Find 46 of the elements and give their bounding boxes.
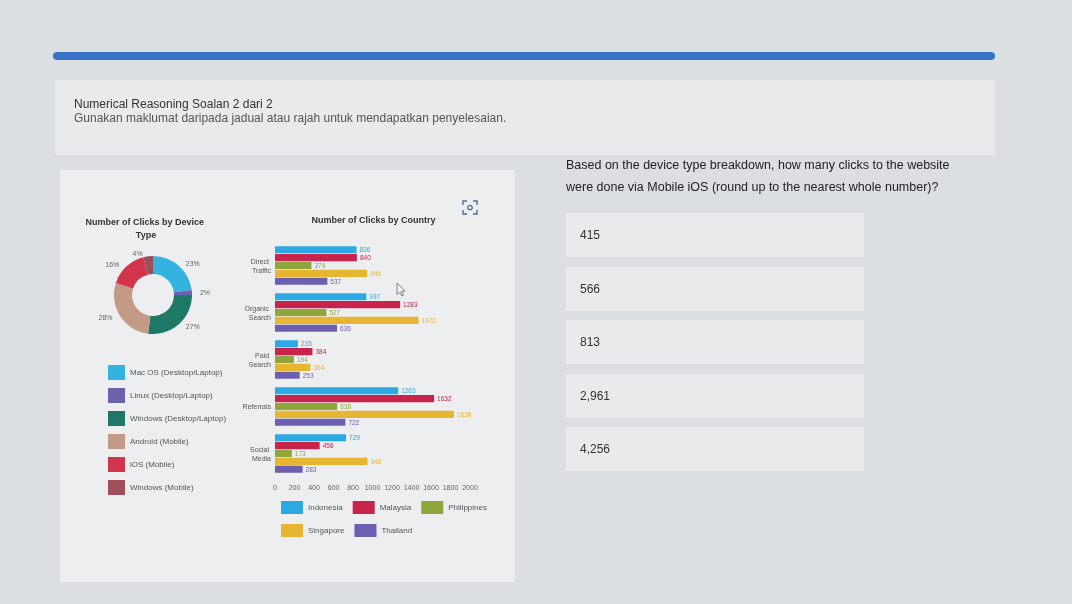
bar <box>275 387 399 395</box>
legend-label: Singapore <box>308 526 346 535</box>
bar <box>275 371 300 379</box>
bar <box>275 277 328 285</box>
chart-title: Number of Clicks by Device Type <box>85 216 207 240</box>
bar <box>275 293 367 301</box>
chart-title: Number of Clicks by Country <box>311 214 436 225</box>
bar <box>275 434 347 442</box>
bar <box>275 301 401 309</box>
bar <box>275 355 294 364</box>
option-card: 566 <box>566 266 864 311</box>
bar <box>275 395 435 403</box>
text: Gunakan maklumat daripada jadual atau rajah untuk mendapatkan penyelesaian. <box>74 111 508 125</box>
bar <box>275 324 338 332</box>
bar <box>275 269 368 277</box>
bar <box>275 261 312 270</box>
legend-label: Malaysia <box>379 503 412 512</box>
legend-label: Linux (Desktop/Laptop) <box>130 391 214 400</box>
text: Based on the device type breakdown, how many clicks to the website were done via Mobile iOS (round up to the nearest whole number)? <box>566 157 951 196</box>
text: Numerical Reasoning Soalan 2 dari 2 <box>74 97 274 111</box>
bar <box>275 308 327 317</box>
legend-label: Thailand <box>381 526 413 535</box>
legend-label: Philippines <box>448 503 487 512</box>
bar <box>275 457 368 465</box>
bar <box>275 254 357 262</box>
bar <box>275 316 419 324</box>
option-card: 4,256 <box>566 427 864 471</box>
option-card: 415 <box>566 213 864 257</box>
bar <box>275 410 455 418</box>
bar <box>275 363 311 371</box>
bar <box>275 418 346 426</box>
bar <box>275 402 338 411</box>
legend-label: Mac OS (Desktop/Laptop) <box>130 368 223 377</box>
bar <box>275 449 292 458</box>
bar <box>275 348 313 356</box>
bar <box>275 465 303 473</box>
legend-label: iOS (Mobile) <box>130 460 175 469</box>
option-card: 813 <box>566 320 864 364</box>
bar <box>275 442 320 450</box>
legend-label: Windows (Mobile) <box>130 483 194 492</box>
legend-label: Indonesia <box>308 503 344 512</box>
legend-label: Windows (Desktop/Laptop) <box>130 414 227 423</box>
bar <box>275 340 298 348</box>
option-card: 2,961 <box>566 373 864 418</box>
legend-label: Android (Mobile) <box>130 437 190 446</box>
bar <box>275 246 357 254</box>
